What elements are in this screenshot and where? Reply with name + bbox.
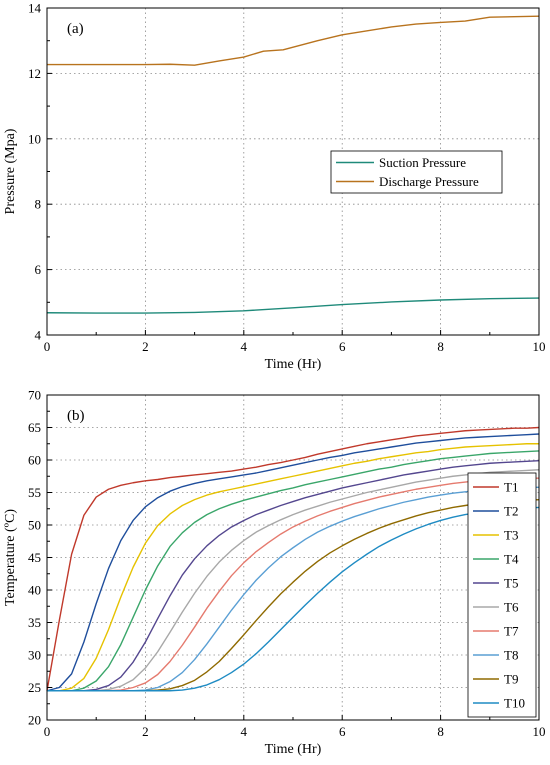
- series-line-t1: [46, 426, 540, 691]
- y-tick-label: 4: [35, 328, 42, 343]
- y-tick-label: 20: [28, 713, 41, 728]
- series-line-t9: [47, 498, 540, 692]
- x-tick-label: 10: [533, 724, 546, 739]
- x-tick-label: 10: [533, 339, 546, 354]
- legend-box: [330, 150, 503, 194]
- series-lines-a: [46, 15, 540, 314]
- legend-label: Discharge Pressure: [379, 174, 479, 189]
- legend-label: T10: [504, 696, 525, 711]
- y-tick-label: 55: [28, 485, 41, 500]
- series-line-t10: [47, 506, 540, 692]
- legend-label: T7: [504, 624, 519, 639]
- chart-panel-b: 0 2 4 6 8 10 20 25 30 35 40 45 50 55 60 65 70 (b) Time (…: [3, 388, 546, 758]
- y-tick-label: 35: [28, 615, 41, 630]
- y-tick-label: 30: [28, 648, 41, 663]
- series-line-t6: [47, 469, 540, 692]
- y-axis-label-a: Pressure (Mpa): [3, 128, 18, 214]
- x-axis-label-b: Time (Hr): [265, 742, 322, 757]
- ticks-a: 0 2 4 6 8 10 4 6 8 10 12 14: [28, 1, 546, 355]
- x-tick-label: 2: [142, 339, 149, 354]
- legend-label: Suction Pressure: [379, 155, 466, 170]
- y-tick-label: 14: [28, 1, 42, 16]
- series-line-discharge-pressure: [47, 15, 540, 66]
- legend-label: T9: [504, 672, 518, 687]
- panel-label-a: (a): [67, 21, 84, 37]
- panel-label-b: (b): [67, 408, 85, 424]
- legend-label: T4: [504, 552, 519, 567]
- legend-b: T1 T2 T3 T4 T5 T6 T7 T8 T9 T10: [467, 472, 537, 718]
- legend-label: T3: [504, 528, 518, 543]
- x-tick-label: 0: [44, 339, 51, 354]
- series-line-t3: [47, 443, 539, 692]
- x-tick-label: 8: [437, 724, 444, 739]
- series-line-t7: [47, 477, 539, 692]
- series-line-t2: [46, 433, 540, 692]
- y-tick-label: 10: [28, 131, 41, 146]
- x-axis-label-a: Time (Hr): [265, 357, 322, 372]
- legend-label: T8: [504, 648, 518, 663]
- legend-label: T5: [504, 576, 518, 591]
- y-tick-label: 65: [28, 420, 41, 435]
- x-tick-label: 4: [241, 339, 248, 354]
- series-lines-b: [46, 426, 540, 692]
- series-line-suction-pressure: [46, 297, 540, 314]
- y-tick-label: 45: [28, 550, 41, 565]
- y-tick-label: 6: [35, 262, 42, 277]
- x-tick-label: 0: [44, 724, 51, 739]
- plot-frame-b: [46, 394, 540, 721]
- x-tick-label: 6: [339, 339, 346, 354]
- y-tick-label: 25: [28, 680, 41, 695]
- series-line-t8: [47, 486, 539, 692]
- y-tick-label: 70: [28, 388, 41, 403]
- y-tick-label: 40: [28, 583, 41, 598]
- legend-label: T2: [504, 504, 518, 519]
- grid-lines-b: [47, 395, 539, 720]
- legend-a: Suction Pressure Discharge Pressure: [330, 150, 503, 194]
- x-tick-label: 6: [339, 724, 346, 739]
- y-tick-label: 50: [28, 518, 41, 533]
- legend-box: [467, 472, 537, 718]
- y-tick-label: 8: [35, 197, 42, 212]
- y-tick-label: 12: [28, 66, 41, 81]
- series-line-t5: [47, 459, 540, 692]
- x-tick-label: 8: [437, 339, 444, 354]
- x-tick-label: 2: [142, 724, 149, 739]
- y-tick-label: 60: [28, 453, 41, 468]
- chart-panel-a: 0 2 4 6 8 10 4 6 8 10 12 14 (a) Time (Hr) Pressure …: [3, 1, 546, 373]
- x-tick-label: 4: [241, 724, 248, 739]
- y-axis-label-b: Temperature (ºC): [3, 509, 18, 606]
- ticks-b: 0 2 4 6 8 10 20 25 30 35 40 45 50 55 60 65 70: [28, 388, 546, 740]
- series-line-t4: [47, 450, 540, 692]
- legend-label: T6: [504, 600, 519, 615]
- legend-label: T1: [504, 480, 518, 495]
